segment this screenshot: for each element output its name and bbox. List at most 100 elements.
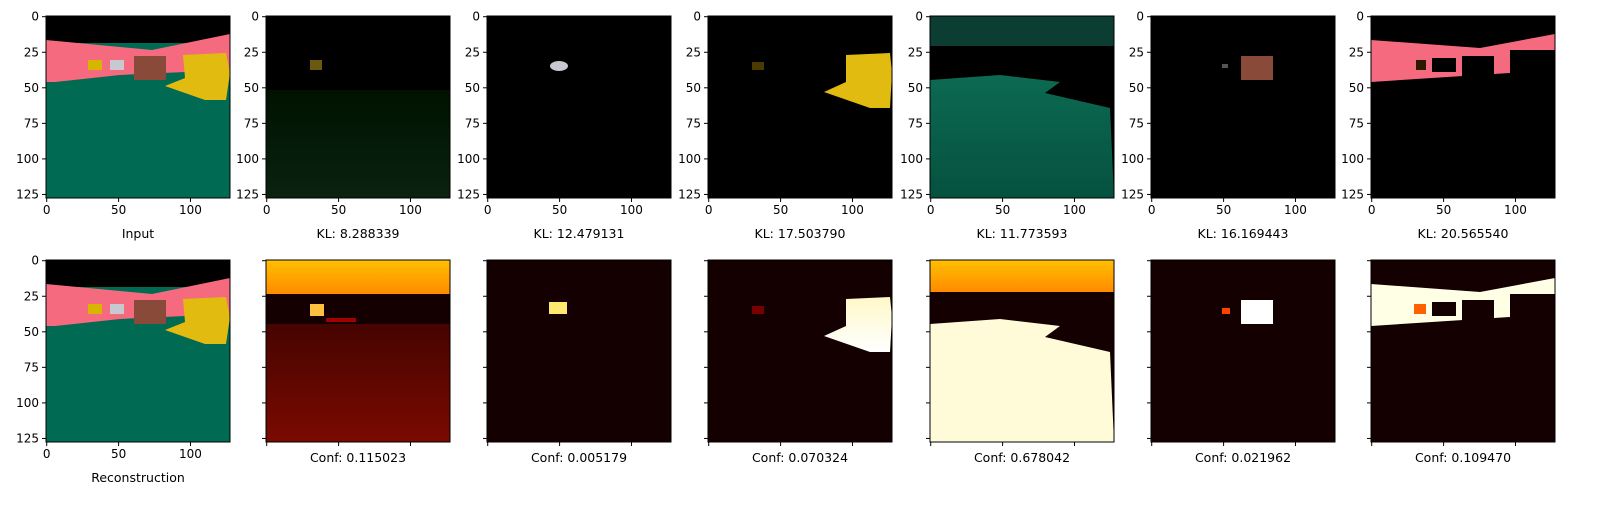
- y-tick-label: 125: [678, 187, 701, 201]
- y-tick-label: 100: [16, 396, 39, 410]
- y-tick-label: 100: [1121, 152, 1144, 166]
- y-tick-label: 125: [16, 187, 39, 201]
- axes-frame: [486, 15, 672, 199]
- x-tick-label: 50: [1436, 203, 1451, 217]
- x-tick-label: 100: [620, 203, 643, 217]
- y-tick-label: 125: [1341, 187, 1364, 201]
- y-tick-label: 50: [1129, 81, 1144, 95]
- x-tick-label: 0: [263, 203, 271, 217]
- x-tick-label: 0: [43, 447, 51, 461]
- y-tick-label: 50: [1349, 81, 1364, 95]
- y-tick-label: 100: [16, 152, 39, 166]
- y-tick-label: 75: [686, 116, 701, 130]
- axes-frame: [1370, 15, 1556, 199]
- y-tick-label: 100: [457, 152, 480, 166]
- x-tick-label: 0: [43, 203, 51, 217]
- y-tick-label: 75: [465, 116, 480, 130]
- caption-bottom-1: Reconstruction: [91, 470, 185, 485]
- panel-kl-6: [1371, 16, 1555, 198]
- x-tick-label: 50: [331, 203, 346, 217]
- y-tick-label: 25: [465, 45, 480, 59]
- panel-input: [46, 16, 230, 198]
- y-tick-label: 25: [244, 45, 259, 59]
- axes-frame: [1150, 259, 1336, 443]
- x-tick-label: 0: [1368, 203, 1376, 217]
- caption-bottom-2: Conf: 0.115023: [310, 450, 406, 465]
- panel-kl-5: [1151, 16, 1335, 198]
- panel-conf-6: [1371, 260, 1555, 442]
- y-tick-label: 100: [678, 152, 701, 166]
- y-tick-label: 0: [31, 254, 39, 268]
- caption-bottom-6: Conf: 0.021962: [1195, 450, 1291, 465]
- y-tick-label: 75: [1349, 116, 1364, 130]
- caption-bottom-7: Conf: 0.109470: [1415, 450, 1511, 465]
- y-tick-label: 75: [244, 116, 259, 130]
- x-tick-label: 0: [484, 203, 492, 217]
- x-tick-label: 0: [927, 203, 935, 217]
- x-tick-label: 50: [111, 447, 126, 461]
- y-tick-label: 125: [236, 187, 259, 201]
- y-tick-label: 50: [24, 81, 39, 95]
- x-tick-label: 50: [1216, 203, 1231, 217]
- y-tick-label: 125: [457, 187, 480, 201]
- axes-frame: [929, 259, 1115, 443]
- x-tick-label: 100: [1504, 203, 1527, 217]
- x-tick-label: 100: [399, 203, 422, 217]
- caption-bottom-4: Conf: 0.070324: [752, 450, 848, 465]
- image-input: [46, 16, 230, 198]
- y-tick-label: 25: [24, 289, 39, 303]
- y-tick-label: 75: [1129, 116, 1144, 130]
- y-tick-label: 25: [908, 45, 923, 59]
- axes-frames: [45, 15, 1556, 443]
- axes-frame: [265, 15, 451, 199]
- panel-conf-4: [930, 260, 1114, 442]
- panel-conf-2: [487, 260, 671, 442]
- panel-kl-2: [487, 16, 671, 198]
- y-tick-label: 0: [31, 10, 39, 24]
- y-tick-label: 50: [24, 325, 39, 339]
- axes-frame: [1370, 259, 1556, 443]
- panel-conf-5: [1151, 260, 1335, 442]
- y-tick-label: 125: [900, 187, 923, 201]
- y-tick-label: 0: [1136, 10, 1144, 24]
- panel-kl-1: [266, 16, 450, 198]
- y-tick-label: 75: [908, 116, 923, 130]
- x-tick-label: 50: [111, 203, 126, 217]
- y-tick-label: 125: [16, 431, 39, 445]
- y-tick-label: 0: [915, 10, 923, 24]
- caption-top-4: KL: 17.503790: [755, 226, 846, 241]
- y-tick-label: 25: [1129, 45, 1144, 59]
- panel-kl-4: [930, 16, 1114, 198]
- axes-frame: [265, 259, 451, 443]
- axes-frame: [45, 15, 231, 199]
- panel-conf-1: [266, 260, 450, 442]
- y-tick-label: 0: [251, 10, 259, 24]
- y-tick-label: 100: [1341, 152, 1364, 166]
- y-tick-label: 75: [24, 360, 39, 374]
- x-tick-label: 100: [179, 203, 202, 217]
- axes-frame: [707, 15, 893, 199]
- y-tick-label: 125: [1121, 187, 1144, 201]
- y-tick-label: 75: [24, 116, 39, 130]
- axes-frame: [1150, 15, 1336, 199]
- y-tick-label: 50: [465, 81, 480, 95]
- y-tick-label: 100: [900, 152, 923, 166]
- panel-kl-3: [708, 16, 892, 198]
- caption-top-2: KL: 8.288339: [317, 226, 400, 241]
- x-tick-label: 50: [773, 203, 788, 217]
- x-tick-label: 100: [1063, 203, 1086, 217]
- y-tick-label: 0: [1356, 10, 1364, 24]
- caption-top-3: KL: 12.479131: [534, 226, 625, 241]
- panel-conf-3: [708, 260, 892, 442]
- x-tick-label: 100: [179, 447, 202, 461]
- y-tick-label: 25: [24, 45, 39, 59]
- axes-frame: [707, 259, 893, 443]
- caption-top-1: Input: [122, 226, 154, 241]
- y-tick-label: 50: [244, 81, 259, 95]
- y-tick-label: 25: [1349, 45, 1364, 59]
- y-tick-label: 0: [693, 10, 701, 24]
- y-tick-label: 50: [908, 81, 923, 95]
- x-tick-label: 0: [1148, 203, 1156, 217]
- x-tick-label: 50: [995, 203, 1010, 217]
